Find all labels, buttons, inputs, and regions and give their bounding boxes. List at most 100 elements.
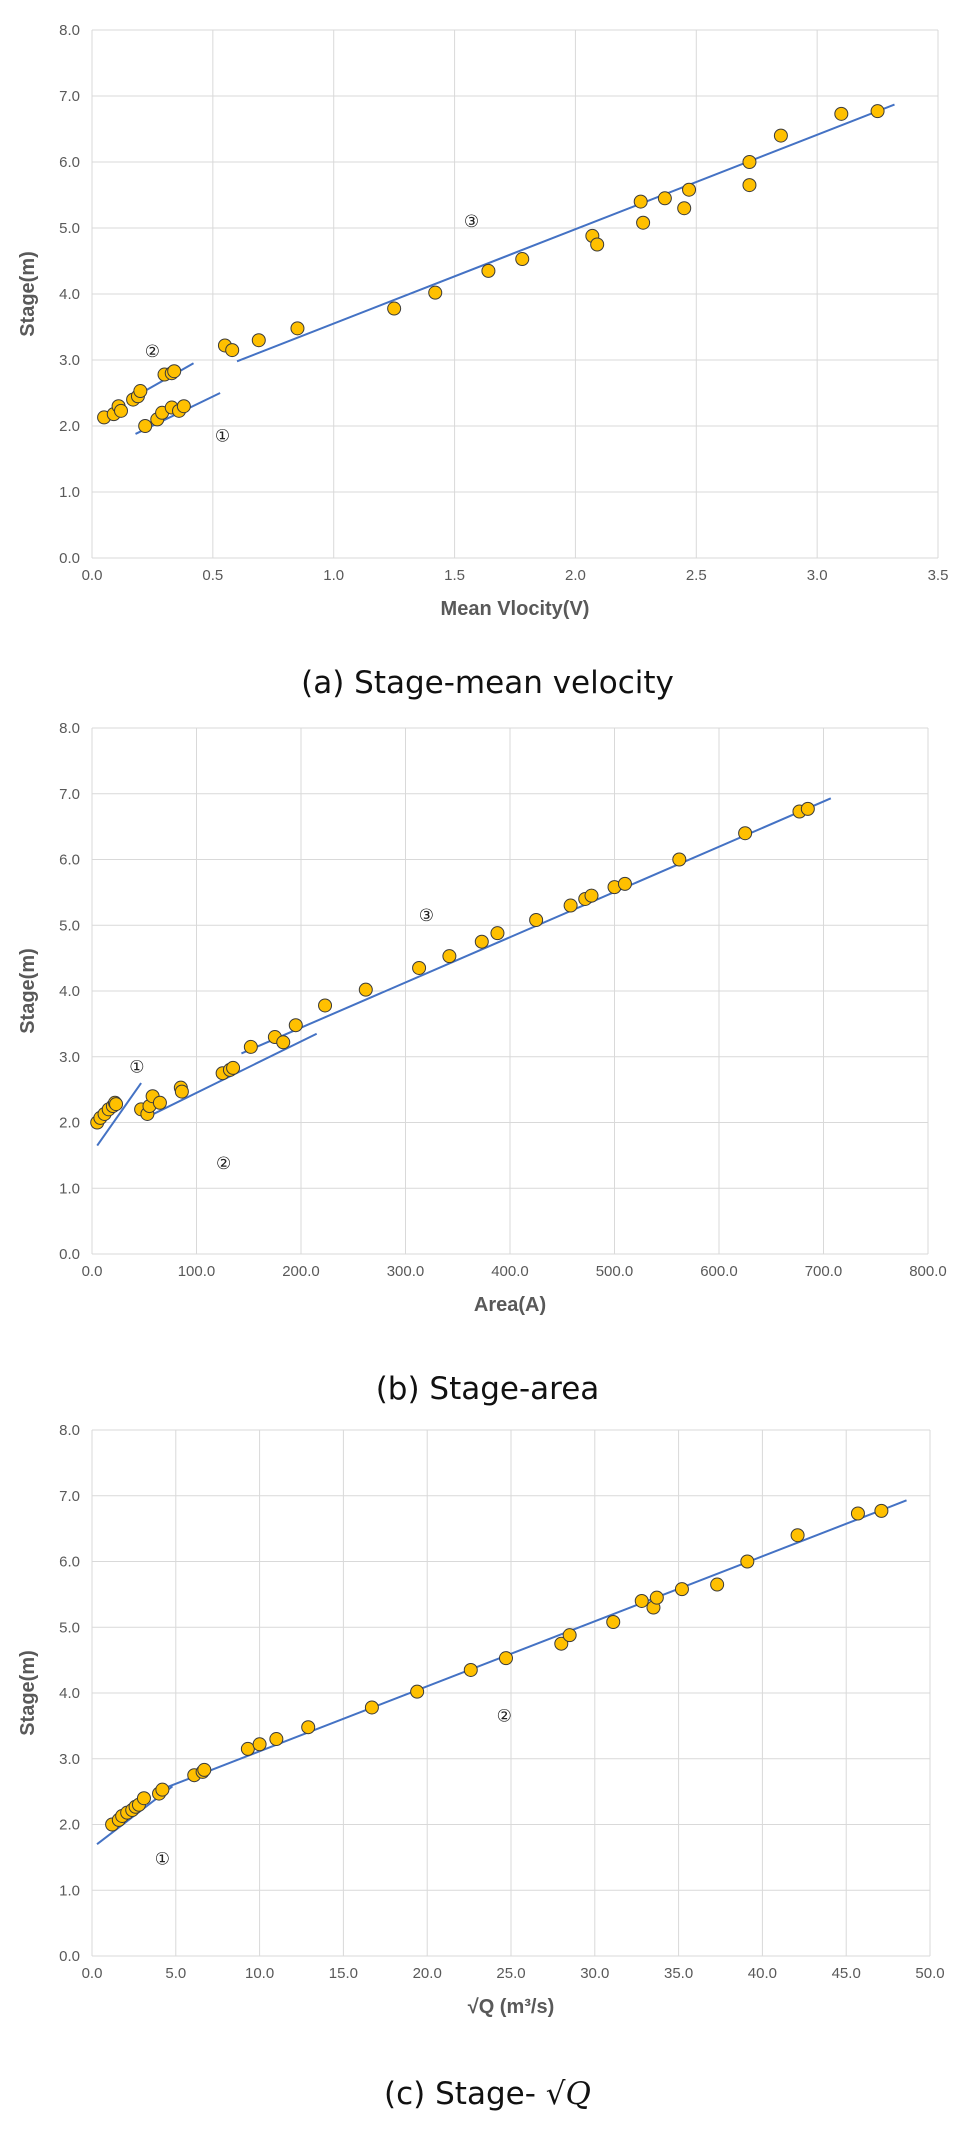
chart-2-x-tick-label: 40.0 <box>748 1965 777 1982</box>
chart-0-data-point <box>590 237 605 252</box>
chart-2-y-tick-label: 1.0 <box>59 1882 80 1899</box>
chart-1-data-point <box>276 1035 291 1050</box>
chart-2-x-tick-label: 30.0 <box>580 1965 609 1982</box>
chart-2-data-point <box>606 1614 621 1629</box>
chart-0-data-point <box>481 263 496 278</box>
chart-1-data-point <box>288 1018 303 1033</box>
chart-1-data-point <box>529 912 544 927</box>
chart-2-x-tick-label: 50.0 <box>915 1965 944 1982</box>
chart-1-data-point <box>412 960 427 975</box>
chart-0-data-point <box>225 343 240 358</box>
chart-1-fit-line <box>96 1082 142 1147</box>
chart-0-y-tick-label: 1.0 <box>59 484 80 501</box>
chart-1-annotation: ③ <box>419 906 434 926</box>
chart-c-svg: 0.0 5.0 10.0 15.0 20.0 25.0 30.0 35.0 40.0 45.0 50… <box>17 1422 945 2018</box>
chart-b-caption: (b) Stage-area <box>375 1371 600 1407</box>
chart-2-x-tick-label: 5.0 <box>165 1965 186 1982</box>
chart-2-annotation: ② <box>497 1707 512 1727</box>
chart-2-y-tick-label: 5.0 <box>59 1619 80 1636</box>
chart-0-y-axis-label: Stage(m) <box>17 251 39 337</box>
chart-0-data-point <box>387 301 402 316</box>
chart-2-data-point <box>463 1662 478 1677</box>
chart-0-y-tick-label: 3.0 <box>59 352 80 369</box>
chart-0-annotation: ③ <box>464 212 479 232</box>
chart-0-data-point <box>682 182 697 197</box>
chart-0-x-tick-label: 1.5 <box>444 567 465 584</box>
chart-0-y-tick-label: 7.0 <box>59 88 80 105</box>
chart-2-x-tick-label: 45.0 <box>832 1965 861 1982</box>
chart-0-data-point <box>677 201 692 216</box>
chart-2-x-tick-label: 35.0 <box>664 1965 693 1982</box>
chart-2-annotation: ① <box>155 1849 170 1869</box>
chart-0-annotation: ② <box>145 342 160 362</box>
chart-2-y-tick-label: 7.0 <box>59 1488 80 1505</box>
chart-1-annotation: ① <box>129 1057 144 1077</box>
chart-2-y-tick-label: 4.0 <box>59 1685 80 1702</box>
chart-0-data-point <box>251 333 266 348</box>
chart-2-x-tick-label: 25.0 <box>496 1965 525 1982</box>
chart-0-y-tick-label: 0.0 <box>59 550 80 567</box>
chart-1-data-point <box>617 876 632 891</box>
chart-1-y-axis-label: Stage(m) <box>17 948 39 1034</box>
chart-1-x-tick-label: 800.0 <box>909 1263 947 1280</box>
chart-0-data-point <box>636 215 651 230</box>
chart-2-fit-line <box>163 1499 907 1790</box>
chart-panel-b: 0.0 100.0 200.0 300.0 400.0 500.0 600.0 700.0 80… <box>0 716 975 1407</box>
chart-2-x-tick-label: 0.0 <box>82 1965 103 1982</box>
chart-0-y-tick-label: 8.0 <box>59 22 80 39</box>
chart-2-y-tick-label: 8.0 <box>59 1422 80 1439</box>
chart-0-fit-line <box>236 103 895 363</box>
chart-c-caption-math: √Q <box>545 2076 591 2112</box>
chart-1-data-point <box>563 898 578 913</box>
chart-2-y-tick-label: 3.0 <box>59 1751 80 1768</box>
chart-0-data-point <box>834 106 849 121</box>
chart-1-y-tick-label: 1.0 <box>59 1180 80 1197</box>
chart-1-x-tick-label: 600.0 <box>700 1263 738 1280</box>
chart-1-data-point <box>318 998 333 1013</box>
chart-0-data-point <box>176 399 191 414</box>
chart-panel-a: 0.0 0.5 1.0 1.5 2.0 2.5 3.0 3.5 0.0 1.0 2.0 3.0 4.0 5… <box>0 0 975 701</box>
chart-0-data-point <box>167 364 182 379</box>
chart-1-x-tick-label: 500.0 <box>596 1263 634 1280</box>
chart-0-x-tick-label: 2.5 <box>686 567 707 584</box>
chart-2-data-point <box>269 1732 284 1747</box>
chart-1-y-tick-label: 4.0 <box>59 983 80 1000</box>
chart-1-data-point <box>243 1039 258 1054</box>
chart-1-data-point <box>226 1060 241 1075</box>
chart-1-x-tick-label: 700.0 <box>805 1263 843 1280</box>
chart-0-x-tick-label: 2.0 <box>565 567 586 584</box>
chart-0-y-tick-label: 5.0 <box>59 220 80 237</box>
chart-2-x-axis-label: √Q (m³/s) <box>468 1996 555 2018</box>
chart-0-x-tick-label: 1.0 <box>323 567 344 584</box>
chart-a-caption: (a) Stage-mean velocity <box>301 665 674 701</box>
chart-1-y-tick-label: 7.0 <box>59 786 80 803</box>
chart-0-y-tick-label: 2.0 <box>59 418 80 435</box>
chart-1-y-tick-label: 8.0 <box>59 720 80 737</box>
chart-1-annotation: ② <box>216 1154 231 1174</box>
chart-2-data-point <box>410 1684 425 1699</box>
chart-0-data-point <box>773 128 788 143</box>
chart-0-x-tick-label: 3.5 <box>928 567 949 584</box>
chart-2-y-tick-label: 2.0 <box>59 1817 80 1834</box>
chart-b-svg: 0.0 100.0 200.0 300.0 400.0 500.0 600.0 700.0 80… <box>17 720 947 1316</box>
chart-1-data-point <box>358 982 373 997</box>
chart-2-data-point <box>301 1720 316 1735</box>
chart-2-data-point <box>155 1782 170 1797</box>
chart-2-x-tick-label: 20.0 <box>413 1965 442 1982</box>
chart-0-data-point <box>138 419 153 433</box>
chart-0-y-tick-label: 4.0 <box>59 286 80 303</box>
chart-0-data-point <box>515 252 530 267</box>
chart-0-annotation: ① <box>215 427 230 447</box>
chart-1-x-tick-label: 300.0 <box>387 1263 425 1280</box>
chart-1-data-point <box>738 826 753 841</box>
chart-1-x-tick-label: 400.0 <box>491 1263 529 1280</box>
chart-2-data-point <box>562 1628 577 1643</box>
chart-2-y-axis-label: Stage(m) <box>17 1650 39 1736</box>
chart-1-data-point <box>474 934 489 949</box>
chart-2-data-point <box>874 1503 889 1518</box>
chart-0-data-point <box>290 321 305 336</box>
chart-0-x-tick-label: 0.5 <box>202 567 223 584</box>
chart-1-y-tick-label: 0.0 <box>59 1246 80 1263</box>
chart-2-y-tick-label: 0.0 <box>59 1948 80 1965</box>
chart-1-data-point <box>672 852 687 867</box>
